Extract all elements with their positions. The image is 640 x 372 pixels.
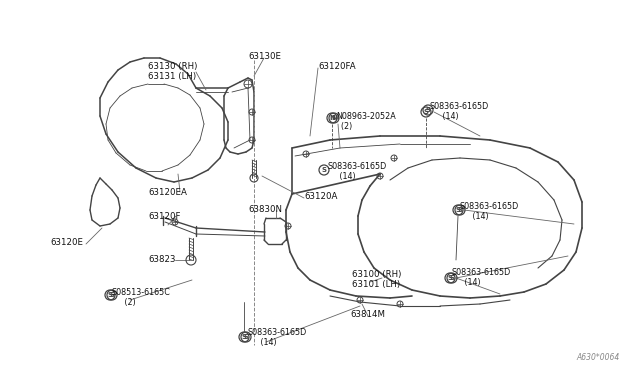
Text: 63100 (RH)
63101 (LH): 63100 (RH) 63101 (LH): [352, 270, 401, 289]
Text: S: S: [449, 275, 454, 281]
Text: N: N: [329, 115, 335, 121]
Text: S: S: [458, 207, 463, 213]
Text: 63130E: 63130E: [248, 52, 281, 61]
Text: S: S: [108, 292, 113, 298]
Text: 63120FA: 63120FA: [318, 62, 356, 71]
Text: 63120A: 63120A: [304, 192, 337, 201]
Text: N08963-2052A
  (2): N08963-2052A (2): [336, 112, 396, 131]
Text: 63120F: 63120F: [148, 212, 180, 221]
Text: A630*0064: A630*0064: [577, 353, 620, 362]
Text: 63120EA: 63120EA: [148, 188, 187, 197]
Text: 63814M: 63814M: [350, 310, 385, 319]
Text: S: S: [456, 207, 461, 213]
Text: S: S: [241, 334, 246, 340]
Text: S: S: [109, 292, 115, 298]
Text: 63823: 63823: [148, 255, 175, 264]
Text: S08363-6165D
     (14): S08363-6165D (14): [452, 268, 511, 288]
Text: S08363-6165D
     (14): S08363-6165D (14): [460, 202, 519, 221]
Text: S: S: [447, 275, 452, 281]
Text: S: S: [243, 334, 248, 340]
Text: S08513-6165C
     (2): S08513-6165C (2): [112, 288, 171, 307]
Text: S: S: [321, 167, 326, 173]
Text: S08363-6165D
     (14): S08363-6165D (14): [430, 102, 489, 121]
Text: S08363-6165D
     (14): S08363-6165D (14): [248, 328, 307, 347]
Text: 63120E: 63120E: [50, 238, 83, 247]
Text: S: S: [424, 109, 429, 115]
Text: 63830N: 63830N: [248, 205, 282, 214]
Text: 63130 (RH)
63131 (LH): 63130 (RH) 63131 (LH): [148, 62, 197, 81]
Text: S: S: [426, 107, 431, 113]
Text: N: N: [331, 115, 337, 121]
Text: S08363-6165D
     (14): S08363-6165D (14): [327, 162, 387, 182]
